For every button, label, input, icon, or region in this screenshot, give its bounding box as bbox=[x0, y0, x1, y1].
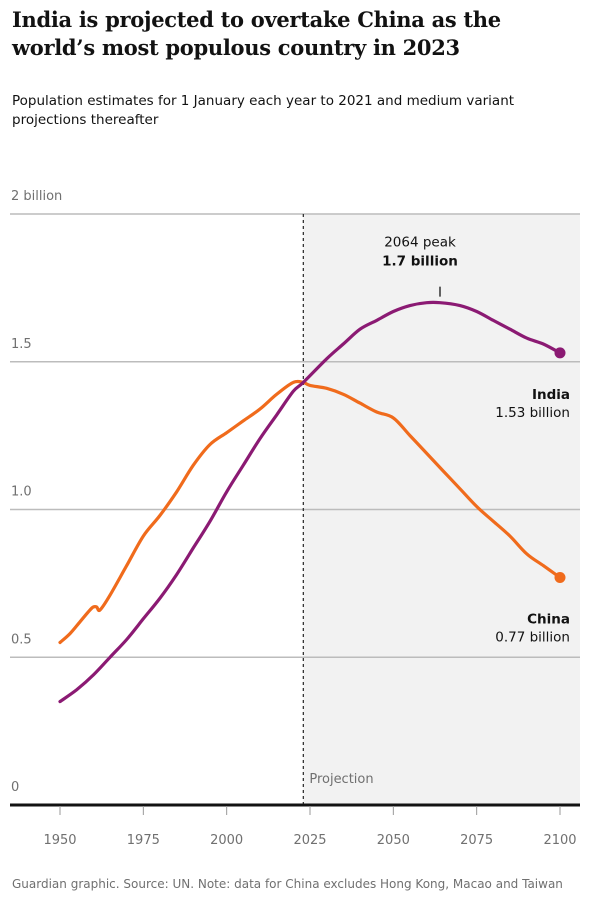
series-label-china: China bbox=[527, 611, 570, 627]
series-line-india bbox=[58, 300, 562, 704]
y-tick-label: 2 billion bbox=[11, 189, 62, 204]
series-end-dot-china bbox=[554, 571, 566, 583]
y-tick-label: 1.5 bbox=[11, 337, 32, 352]
y-tick-label: 1.0 bbox=[11, 485, 32, 500]
y-tick-label: 0.5 bbox=[11, 632, 32, 647]
series-value-label-china: 0.77 billion bbox=[495, 629, 570, 645]
series-value-label-india: 1.53 billion bbox=[495, 405, 570, 421]
projection-label: Projection bbox=[309, 772, 373, 787]
series-line-china bbox=[58, 379, 562, 645]
chart-title: India is projected to overtake China as … bbox=[12, 7, 501, 60]
series-label-india: India bbox=[532, 387, 570, 403]
x-tick-label: 2075 bbox=[460, 833, 493, 848]
chart-subtitle: Population estimates for 1 January each … bbox=[12, 93, 515, 128]
x-tick-label: 1950 bbox=[43, 833, 76, 848]
population-line-chart: 0 0.5 1.0 1.5 2 billion Projection 1950 1975 200… bbox=[10, 189, 580, 848]
x-tick-label: 1975 bbox=[127, 833, 160, 848]
y-tick-label: 0 bbox=[11, 780, 19, 795]
x-tick-label: 2000 bbox=[210, 833, 243, 848]
source-note: Guardian graphic. Source: UN. Note: data… bbox=[12, 877, 563, 891]
series-end-dot-india bbox=[554, 347, 566, 359]
peak-annotation-value: 1.7 billion bbox=[382, 254, 458, 270]
peak-annotation-label: 2064 peak bbox=[384, 235, 456, 251]
x-tick-label: 2050 bbox=[377, 833, 410, 848]
x-tick-label: 2100 bbox=[543, 833, 576, 848]
x-tick-label: 2025 bbox=[293, 833, 326, 848]
